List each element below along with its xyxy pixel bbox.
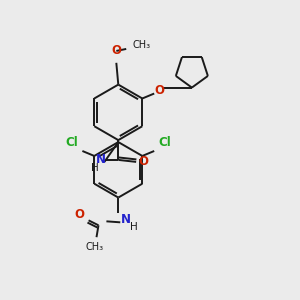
Text: Cl: Cl <box>65 136 78 148</box>
Text: O: O <box>111 44 121 57</box>
Text: H: H <box>130 222 138 232</box>
Text: CH₃: CH₃ <box>132 40 150 50</box>
Text: CH₃: CH₃ <box>85 242 103 252</box>
Text: O: O <box>138 155 148 168</box>
Text: H: H <box>91 163 98 173</box>
Text: O: O <box>75 208 85 221</box>
Text: N: N <box>121 213 131 226</box>
Text: Cl: Cl <box>159 136 172 148</box>
Text: O: O <box>154 84 164 97</box>
Text: N: N <box>95 153 106 167</box>
